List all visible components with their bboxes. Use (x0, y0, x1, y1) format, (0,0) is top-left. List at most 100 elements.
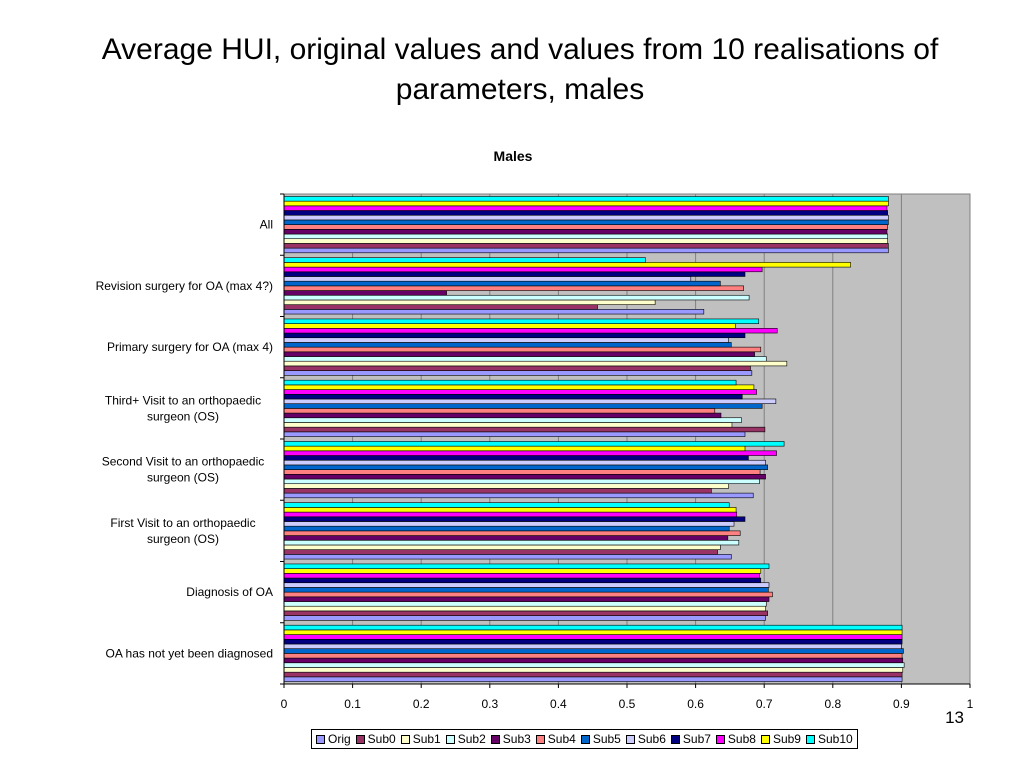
legend-label: Sub4 (547, 732, 576, 746)
category-label: Primary surgery for OA (max 4) (107, 340, 273, 354)
bar (283, 346, 762, 353)
bar (283, 342, 732, 348)
bar (283, 285, 744, 291)
bar (283, 502, 730, 508)
bar (283, 309, 705, 315)
bar (283, 403, 763, 409)
bar (283, 582, 770, 588)
page-number: 13 (945, 708, 964, 727)
legend-item: Sub2 (445, 732, 486, 746)
category-label: Second Visit to an orthopaedic surgeon (O… (102, 455, 265, 485)
bar (283, 516, 746, 522)
bar (283, 591, 773, 598)
legend-swatch (490, 734, 500, 744)
bar (283, 634, 903, 640)
bar (283, 412, 722, 419)
bar (283, 638, 903, 645)
legend-item: Sub7 (670, 732, 711, 746)
bar (283, 441, 785, 447)
bar (283, 280, 721, 287)
slide-title: Average HUI, original values and values … (101, 33, 939, 106)
x-tick-label: 0 (281, 697, 288, 711)
bar (283, 629, 903, 635)
bar (283, 262, 851, 268)
legend-label: Sub7 (682, 732, 711, 746)
legend-swatch (625, 734, 635, 744)
legend-swatch (805, 734, 815, 744)
bar (283, 657, 904, 664)
bar (283, 563, 770, 569)
x-tick-label: 0.1 (344, 697, 361, 711)
bar (283, 610, 768, 616)
bar (283, 370, 753, 376)
bar (283, 615, 766, 621)
bar (283, 276, 692, 282)
bar (283, 676, 903, 682)
bar (283, 210, 888, 216)
x-tick-label: 0.6 (687, 697, 704, 711)
bar (283, 337, 729, 343)
bar (283, 554, 732, 560)
x-tick-label: 0.2 (413, 697, 430, 711)
bar (283, 299, 656, 305)
legend-label: Sub5 (592, 732, 621, 746)
chart-legend: Orig Sub0 Sub1 Sub2 Sub3 Sub4 Sub5 Sub6 Sub7 Sub8… (311, 729, 858, 749)
x-tick-label: 0.9 (893, 697, 910, 711)
legend-label: Sub8 (727, 732, 756, 746)
legend-swatch (580, 734, 590, 744)
legend-item: Sub0 (355, 732, 396, 746)
bar (283, 464, 768, 470)
bar (283, 535, 729, 541)
bar (283, 426, 766, 433)
bar (283, 318, 760, 324)
legend-swatch (445, 734, 455, 744)
legend-swatch (316, 734, 325, 744)
bar (283, 417, 742, 423)
bar (283, 196, 889, 202)
bar (283, 667, 904, 673)
bar (283, 530, 741, 536)
legend-item: Sub10 (805, 732, 853, 746)
bar (283, 290, 447, 296)
bar (283, 507, 737, 513)
bar (283, 521, 735, 527)
category-label: Diagnosis of OA (186, 585, 273, 599)
bar (283, 360, 788, 367)
bar (283, 544, 721, 550)
bar (283, 219, 889, 225)
legend-item: Sub3 (490, 732, 531, 746)
bar (283, 422, 733, 428)
bar (283, 488, 712, 494)
bar (283, 662, 905, 668)
bar (283, 200, 889, 207)
legend-item: Sub4 (535, 732, 576, 746)
x-tick-label: 0.4 (550, 697, 567, 711)
bar (283, 294, 750, 301)
legend-label: Sub1 (412, 732, 441, 746)
bar (283, 478, 760, 485)
bar (283, 474, 766, 480)
bar (283, 393, 743, 400)
bar (283, 224, 888, 230)
category-label: OA has not yet been diagnosed (106, 646, 273, 660)
bar (283, 379, 737, 386)
bar (283, 356, 767, 362)
legend-label: Orig (328, 732, 351, 746)
bar (283, 577, 762, 584)
bar (283, 455, 749, 461)
legend-item: Sub6 (625, 732, 666, 746)
bar (283, 539, 740, 546)
category-label: Revision surgery for OA (max 4?) (96, 279, 273, 293)
bar (283, 648, 904, 654)
bar (283, 624, 903, 631)
bar (283, 257, 646, 263)
bar (283, 587, 769, 593)
legend-swatch (715, 734, 725, 744)
bar (283, 351, 755, 357)
legend-label: Sub6 (637, 732, 666, 746)
x-tick-label: 1 (967, 697, 974, 711)
bar (283, 653, 903, 659)
bar (283, 238, 888, 244)
legend-label: Sub2 (457, 732, 486, 746)
